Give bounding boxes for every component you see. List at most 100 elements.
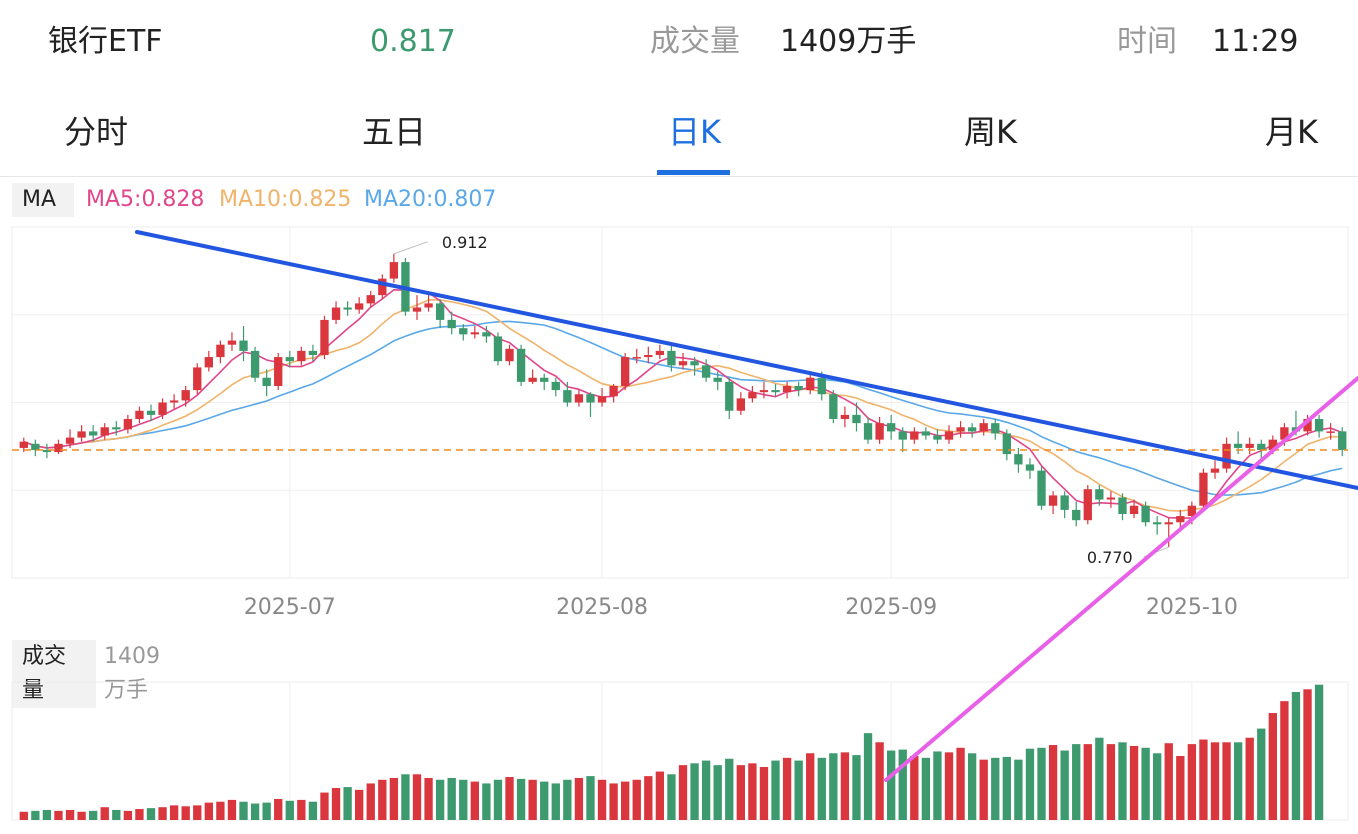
volume-bar [459, 779, 468, 820]
candle-body [1118, 497, 1127, 514]
candle-body [898, 431, 907, 440]
candle-body [852, 414, 861, 424]
volume-bar [771, 760, 780, 820]
candle-body [759, 390, 769, 393]
security-name: 银行ETF [48, 24, 163, 59]
volume-bar [378, 779, 387, 820]
candle-body [806, 377, 815, 391]
volume-bar [794, 760, 803, 820]
volume-bar [979, 759, 988, 820]
candle-body [216, 344, 225, 358]
volume-bar [65, 809, 75, 820]
candle-body [574, 394, 584, 403]
active-tab-indicator [657, 170, 730, 175]
candle-body [1268, 439, 1277, 450]
candle-body [389, 262, 399, 279]
volume-bar [146, 808, 156, 820]
volume-bar [250, 803, 260, 820]
candle-body [1037, 470, 1046, 506]
volume-bar [100, 807, 109, 820]
volume-bar [690, 763, 699, 820]
tab-five-day[interactable]: 五日 [362, 113, 427, 151]
volume-bar [1037, 747, 1046, 820]
candle-body [921, 431, 931, 436]
volume-bar [227, 799, 237, 820]
volume-bar [320, 792, 329, 820]
candle-body [100, 427, 109, 436]
candle-body [1072, 509, 1081, 521]
volume-bar [1118, 742, 1127, 820]
volume-bar [1014, 759, 1023, 820]
volume-bar [274, 798, 283, 820]
candle-body [586, 394, 595, 403]
volume-bar [331, 788, 341, 820]
volume-bar [632, 779, 641, 820]
volume-bar [389, 777, 399, 820]
candle-body [771, 390, 780, 393]
volume-bar [1268, 713, 1277, 820]
volume-bar [447, 777, 456, 820]
volume-bar [42, 809, 52, 820]
volume-bar [285, 800, 294, 820]
tab-weekly-k[interactable]: 周K [964, 113, 1017, 151]
extreme-leader-line [393, 241, 428, 255]
tab-intraday[interactable]: 分时 [64, 113, 129, 151]
candle-body [667, 350, 676, 366]
volume-bar [1164, 743, 1173, 820]
candle-body [493, 336, 503, 362]
volume-bar [1233, 742, 1243, 820]
x-tick-label: 2025-09 [845, 595, 937, 620]
candle-body [910, 431, 919, 440]
ma-chip[interactable]: MA [12, 183, 74, 217]
volume-bar [574, 777, 584, 820]
volume-bar [609, 783, 618, 820]
candle-body [123, 419, 133, 430]
volume-bar [297, 799, 306, 820]
candle-body [1002, 433, 1011, 455]
volume-bar [158, 807, 167, 820]
candle-body [1164, 522, 1173, 525]
volume-value: 1409万手 [780, 24, 917, 59]
volume-chip[interactable]: 成交量 [12, 640, 96, 708]
candle-body [112, 427, 121, 430]
volume-bar [112, 809, 121, 820]
volume-bar [875, 742, 884, 820]
volume-bar [898, 749, 907, 820]
candle-body [794, 385, 803, 391]
volume-bar [424, 777, 433, 820]
volume-bar [852, 755, 861, 820]
quote-header: 银行ETF 0.817 成交量 1409万手 时间 11:29 [0, 0, 1358, 86]
volume-bar [1257, 728, 1266, 820]
volume-bar [644, 776, 653, 820]
volume-bar [1291, 692, 1301, 820]
candle-body [1233, 443, 1243, 448]
candle-body [540, 377, 549, 382]
tab-monthly-k[interactable]: 月K [1265, 113, 1318, 151]
candle-body [1314, 419, 1324, 432]
candle-body [551, 381, 560, 391]
volume-bar [505, 777, 514, 820]
candle-body [366, 295, 375, 304]
candle-body [644, 355, 653, 358]
ma20-value: MA20:0.807 [364, 187, 497, 212]
candle-body [482, 332, 491, 337]
volume-bar [782, 757, 792, 820]
volume-bar [1210, 742, 1220, 820]
candle-body [528, 377, 537, 382]
volume-bar [1106, 744, 1116, 820]
candle-body [1083, 489, 1092, 521]
ma10-value: MA10:0.825 [219, 187, 352, 212]
volume-bar [401, 774, 410, 820]
volume-bar [1187, 744, 1197, 820]
candle-body [863, 423, 873, 440]
volume-bar [123, 810, 133, 820]
volume-bar [216, 801, 225, 820]
candle-body [320, 319, 329, 356]
volume-bar [829, 753, 838, 820]
x-tick-label: 2025-10 [1146, 595, 1238, 620]
tab-daily-k[interactable]: 日K [668, 113, 721, 151]
volume-bar [551, 783, 560, 820]
candle-body [135, 410, 144, 420]
volume-bar [840, 752, 850, 820]
